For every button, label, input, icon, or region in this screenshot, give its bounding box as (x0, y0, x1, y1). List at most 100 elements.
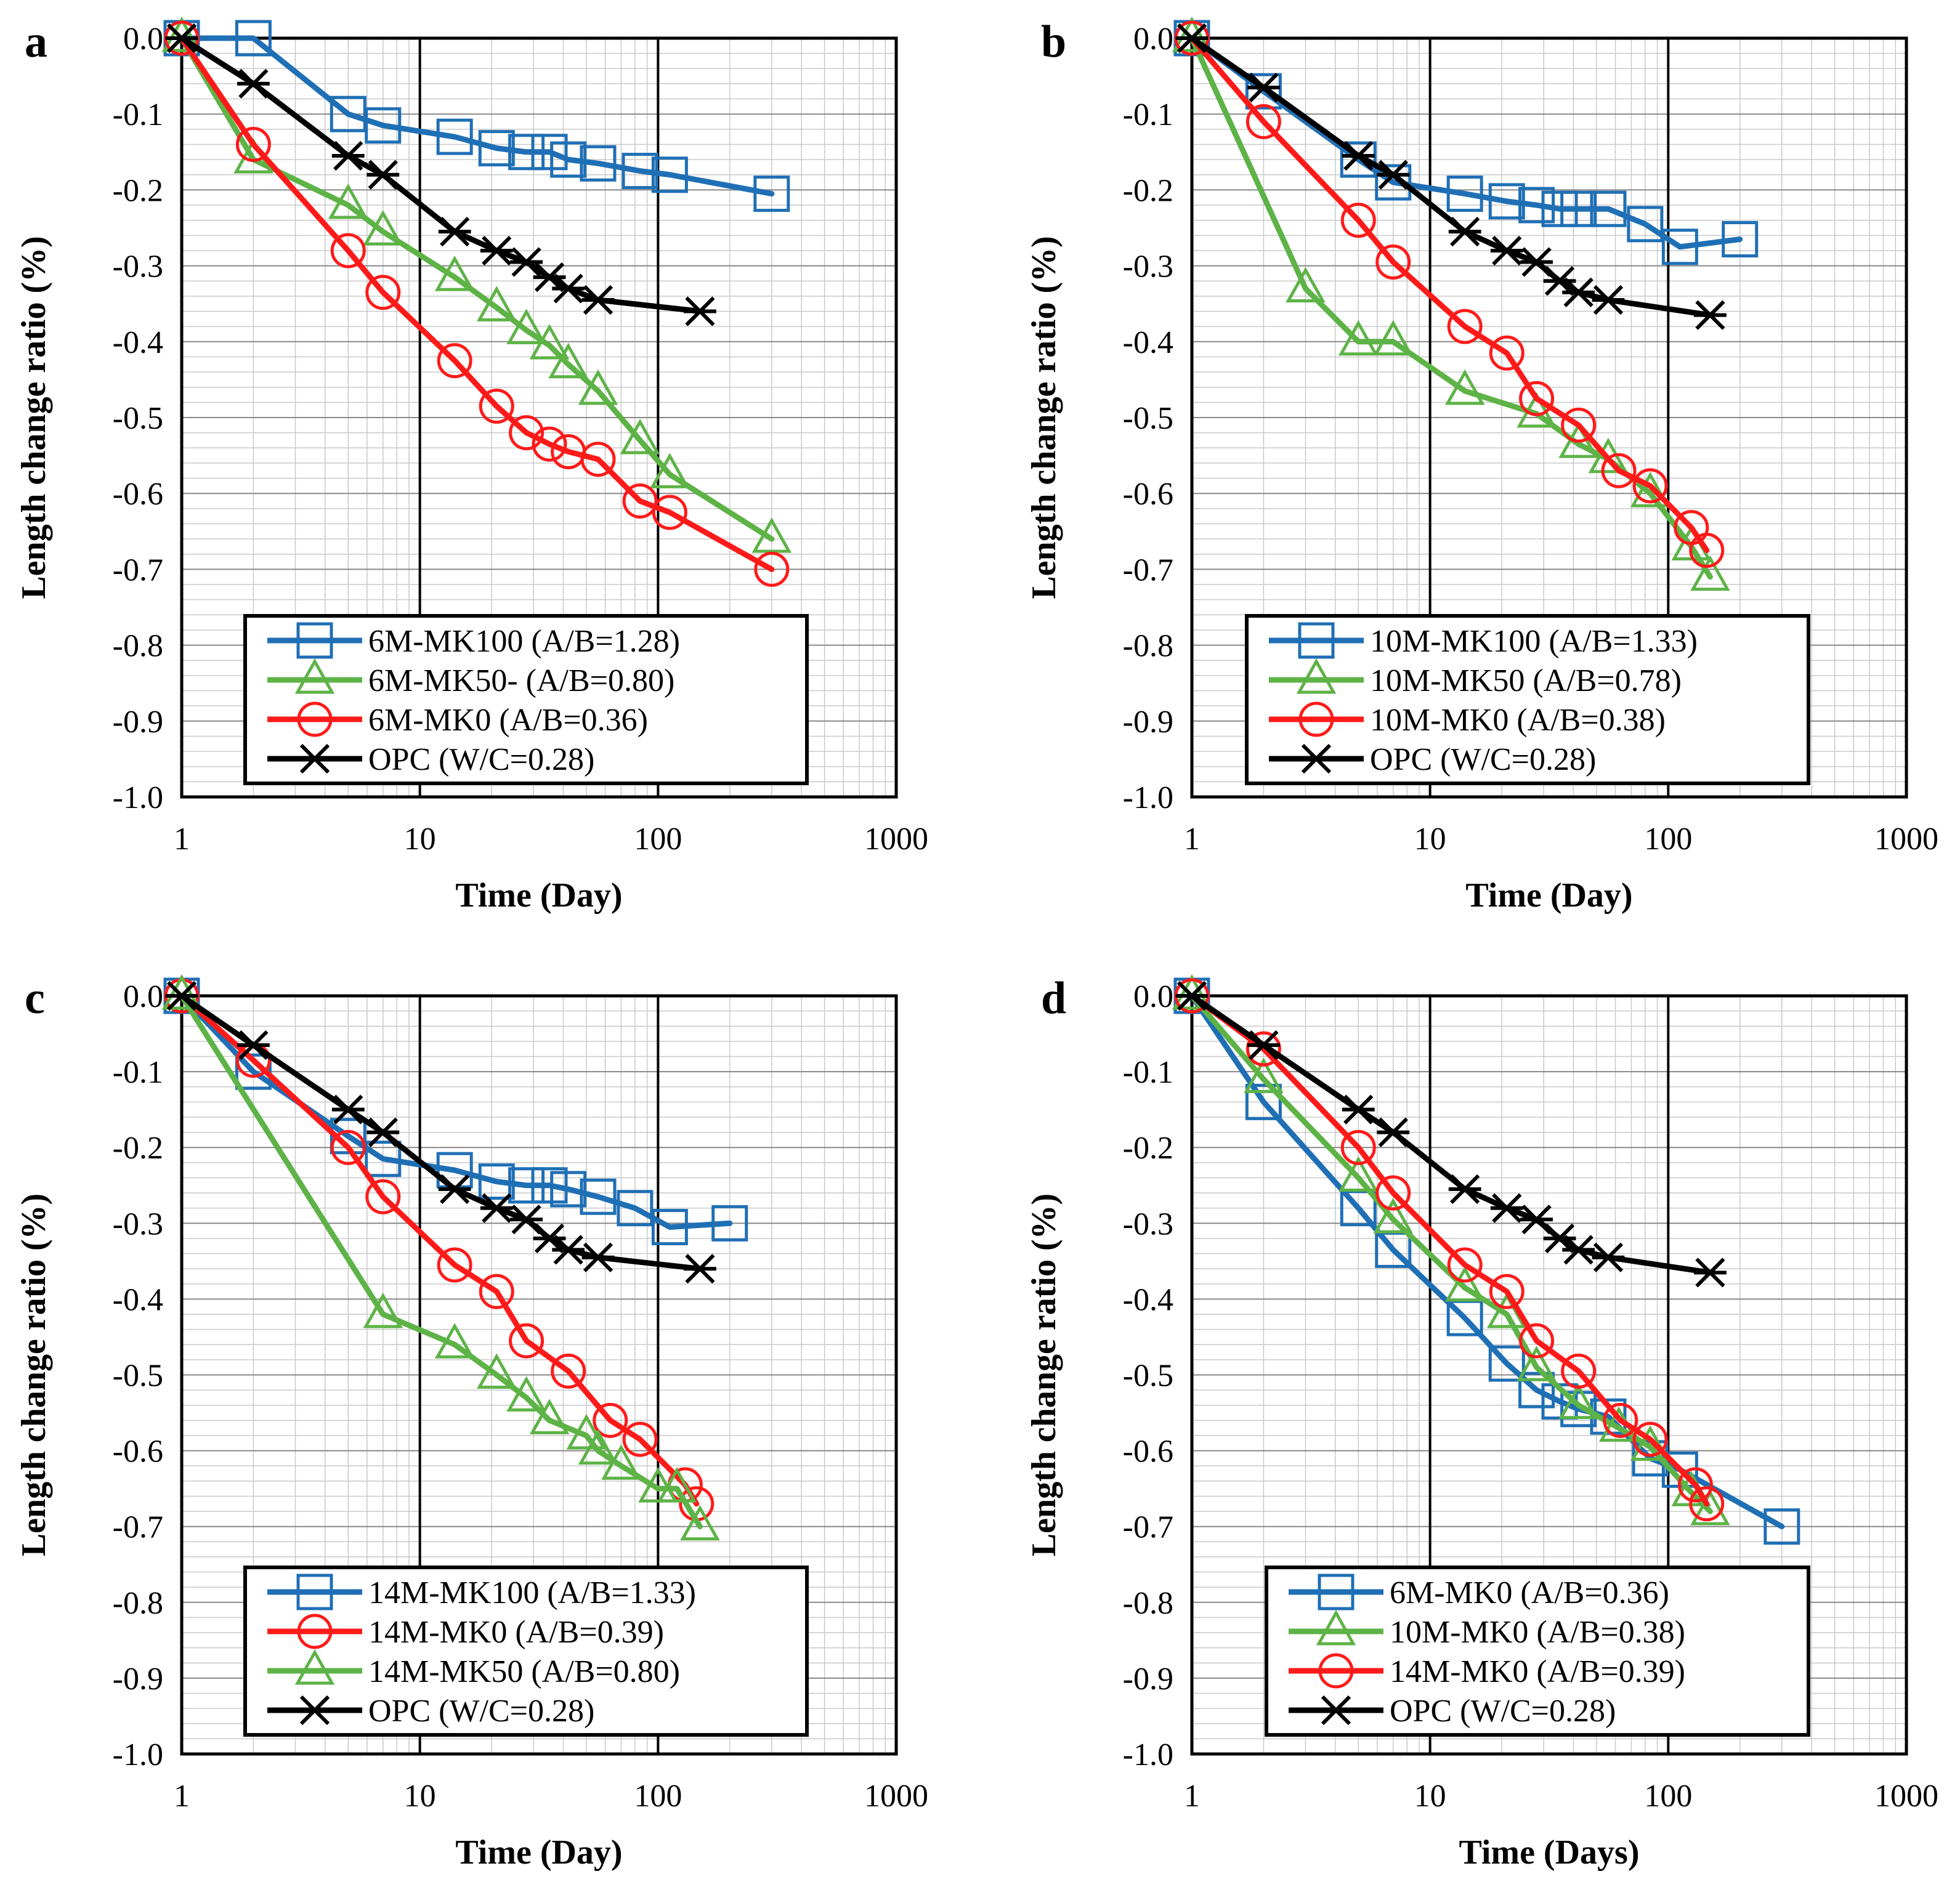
data-point (617, 1190, 654, 1227)
x-tick-label: 1000 (1874, 1779, 1938, 1814)
y-tick-label: -0.2 (1123, 173, 1173, 208)
y-tick-label: -0.2 (1123, 1131, 1173, 1166)
x-tick-label: 100 (1644, 1779, 1692, 1814)
legend-label: OPC (W/C=0.28) (1390, 1694, 1616, 1729)
legend-box (1265, 1566, 1810, 1737)
y-tick-label: -0.7 (113, 1510, 163, 1545)
data-point (366, 1117, 400, 1147)
data-point (1375, 1175, 1411, 1211)
y-tick-label: -0.7 (113, 552, 163, 588)
chart-panel-c: 0.0 -0.1 -0.2 -0.3 -0.4 -0.5 -0.6 -0.7 -0.8 -0.9 -… (15, 973, 928, 1872)
series-line (179, 35, 775, 197)
y-tick-label: -0.3 (113, 249, 163, 285)
y-tick-label: 0.0 (1133, 979, 1173, 1014)
data-point (1172, 16, 1212, 52)
data-point (680, 1505, 720, 1541)
data-point (1444, 369, 1485, 405)
data-point (1601, 453, 1637, 488)
data-point (1517, 1346, 1557, 1381)
data-point (1592, 285, 1625, 315)
data-point (235, 126, 271, 162)
y-tick-label: -0.4 (113, 325, 163, 360)
data-point (1689, 1486, 1725, 1522)
data-point (437, 1247, 472, 1283)
data-point (1518, 187, 1555, 224)
data-point (1245, 1031, 1281, 1067)
data-point (1632, 1421, 1668, 1457)
legend-marker (1318, 1653, 1354, 1689)
data-point (1520, 1205, 1553, 1235)
data-point (1543, 266, 1576, 296)
data-point (548, 342, 588, 379)
data-point (1340, 141, 1377, 178)
data-point (1342, 1094, 1375, 1125)
data-point (437, 343, 472, 379)
data-point (1518, 1372, 1555, 1408)
y-tick-label: -0.5 (113, 401, 163, 436)
x-axis-title: Time (Day) (455, 876, 622, 915)
data-point (1560, 1391, 1597, 1428)
series-star (165, 980, 716, 1284)
data-point (366, 160, 400, 190)
data-point (1690, 555, 1730, 591)
panel-letter: c (25, 973, 45, 1024)
series-star (1175, 23, 1727, 330)
data-point (580, 145, 617, 182)
y-tick-label: -0.9 (113, 705, 163, 740)
data-point (753, 176, 790, 212)
legend: 10M-MK100 (A/B=1.33) 10M-MK50 (A/B=0.78) 1… (1245, 614, 1810, 785)
y-tick-label: -0.3 (1123, 249, 1173, 285)
data-point (529, 323, 570, 360)
x-tick-label: 1000 (864, 822, 928, 857)
x-axis-title: Time (Day) (455, 1833, 622, 1872)
panel-letter: b (1041, 17, 1066, 67)
data-point (1338, 1156, 1379, 1192)
data-point (1632, 468, 1668, 504)
y-tick-label: 0.0 (1133, 22, 1173, 57)
legend-label: 6M-MK50- (A/B=0.80) (368, 663, 674, 698)
legend-label: 6M-MK100 (A/B=1.28) (368, 624, 680, 659)
series-line (179, 35, 775, 572)
series-triangle (161, 974, 720, 1541)
series-star (165, 23, 716, 326)
data-point (363, 1292, 403, 1328)
data-point (651, 156, 688, 193)
data-point (551, 1353, 586, 1389)
y-axis-title: Length change ratio (%) (15, 1194, 53, 1557)
y-axis-title: Length change ratio (%) (1025, 236, 1063, 599)
data-point (1603, 1402, 1638, 1438)
y-tick-label: -0.8 (113, 629, 163, 664)
data-point (476, 1353, 517, 1389)
data-point (533, 1223, 566, 1254)
y-tick-label: -0.5 (1123, 1359, 1173, 1394)
data-point (1377, 1117, 1410, 1147)
y-tick-label: -0.6 (113, 1434, 163, 1469)
series-line (1189, 35, 1710, 554)
data-point (1558, 422, 1598, 458)
data-point (479, 389, 514, 424)
data-point (330, 1118, 366, 1155)
data-point (1592, 1242, 1625, 1272)
data-point (1677, 1467, 1713, 1503)
chart-panel-d: 0.0 -0.1 -0.2 -0.3 -0.4 -0.5 -0.6 -0.7 -0.8 -0.9 -… (1025, 973, 1938, 1872)
legend-label: OPC (W/C=0.28) (368, 742, 594, 777)
series-circle (1174, 20, 1725, 568)
y-tick-label: -1.0 (113, 780, 163, 815)
y-tick-label: -0.3 (1123, 1206, 1173, 1242)
series-line (1189, 35, 1743, 250)
data-point (331, 140, 365, 171)
data-point (1377, 160, 1410, 190)
data-point (1375, 164, 1412, 201)
data-point (531, 1167, 568, 1204)
y-tick-label: -0.8 (113, 1586, 163, 1621)
data-point (434, 1323, 475, 1359)
y-tick-label: -0.9 (1123, 1662, 1173, 1697)
data-point (1448, 1174, 1481, 1205)
data-point (363, 210, 403, 246)
data-point (480, 1193, 513, 1223)
y-tick-label: -0.1 (1123, 1055, 1173, 1090)
data-point (1488, 1345, 1525, 1382)
legend: 14M-MK100 (A/B=1.33) 14M-MK0 (A/B=0.39) 14… (243, 1566, 809, 1737)
data-point (751, 517, 792, 553)
data-point (1519, 381, 1555, 416)
